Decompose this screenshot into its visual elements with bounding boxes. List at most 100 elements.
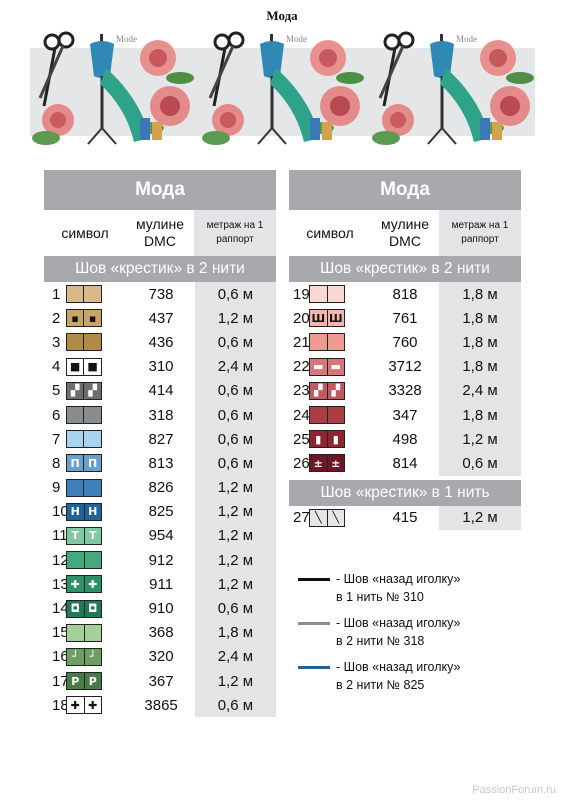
section-header: Шов «крестик» в 2 нити [289, 256, 521, 282]
page-title: Мода [266, 8, 298, 23]
backstitch-legend: - Шов «назад иголку» в 1 нить № 310 - Шо… [298, 570, 528, 702]
table-row: 25 ▮ ▮ 498 1,2 м [289, 427, 521, 452]
table-row: 20 Ш Ш 761 1,8 м [289, 306, 521, 331]
stitch-symbol-icon: T [88, 529, 97, 543]
dmc-code: 760 [392, 333, 418, 351]
color-swatch [309, 285, 345, 304]
table-title: Мода [289, 170, 521, 210]
dmc-code: 954 [148, 527, 174, 545]
table-row: 10 H H 825 1,2 м [44, 499, 276, 524]
table-row: 21 760 1,8 м [289, 330, 521, 355]
dmc-code: 912 [148, 551, 174, 569]
table-header: символ мулине DMC метраж на 1 раппорт [289, 210, 521, 256]
symbol-number: 17 [52, 672, 69, 690]
dmc-code: 436 [148, 333, 174, 351]
symbol-number: 19 [293, 285, 310, 303]
thread-length: 1,2 м [439, 505, 521, 530]
legend-item: - Шов «назад иголку» в 2 нити № 825 [298, 658, 528, 702]
thread-length: 1,2 м [439, 427, 521, 452]
line-sample-gray [298, 622, 330, 625]
stitch-symbol-icon: ✚ [70, 577, 80, 591]
stitch-symbol-icon: ╲ [314, 511, 322, 525]
stitch-symbol-icon: ▪ [88, 311, 97, 325]
table-header: символ мулине DMC метраж на 1 раппорт [44, 210, 276, 256]
thread-length: 0,6 м [194, 378, 276, 403]
thread-length: 1,2 м [194, 523, 276, 549]
line-sample-black [298, 578, 330, 581]
dmc-code: 910 [148, 600, 174, 618]
table-row: 22 ▬ ▬ 3712 1,8 м [289, 354, 521, 379]
color-swatch [309, 333, 345, 352]
table-row: 9 826 1,2 м [44, 475, 276, 500]
symbol-number: 23 [293, 382, 310, 400]
thread-length: 1,8 м [439, 330, 521, 355]
section-header-single-thread: Шов «крестик» в 1 нить [289, 479, 521, 506]
table-row: 26 ± ±814 0,6 м [289, 451, 521, 476]
column-meters: метраж на 1 раппорт [194, 210, 276, 256]
stitch-symbol-icon: ┘ [71, 650, 79, 664]
stitch-symbol-icon: ◘ [88, 602, 98, 616]
table-row: 6 318 0,6 м [44, 402, 276, 428]
color-swatch: ▞ ▞ [309, 381, 345, 400]
stitch-symbol-icon: Ш [311, 311, 326, 325]
color-swatch [65, 285, 102, 304]
scissors-icon [38, 31, 75, 107]
symbol-number: 3 [52, 333, 61, 351]
symbol-number: 4 [52, 358, 61, 376]
symbol-number: 13 [52, 575, 69, 593]
dmc-code: 415 [392, 509, 418, 527]
table-row: 8 Π Π 813 0,6 м [44, 451, 276, 476]
color-swatch [65, 430, 102, 449]
color-swatch [66, 623, 102, 642]
legend-item: - Шов «назад иголку» в 2 нити № 318 [298, 614, 528, 658]
symbol-number: 21 [293, 333, 310, 351]
table-row: 3 436 0,6 м [44, 330, 276, 355]
thread-length: 1,8 м [439, 282, 521, 307]
table-row: 27 ╲ ╲ 415 1,2 м [289, 505, 521, 530]
stitch-symbol-icon: ▞ [70, 384, 80, 398]
legend-item: - Шов «назад иголку» в 1 нить № 310 [298, 570, 528, 614]
thread-length: 0,6 м [194, 596, 276, 621]
symbol-number: 2 [52, 309, 61, 327]
stitch-symbol-icon: Ш [328, 311, 343, 325]
thread-table-left: Мода символ мулине DMC метраж на 1 раппо… [44, 170, 276, 718]
symbol-number: 24 [293, 406, 310, 424]
stitch-symbol-icon: T [71, 529, 79, 543]
thread-length: 0,6 м [194, 693, 276, 718]
legend-line1: - Шов «назад иголку» [336, 660, 461, 674]
stitch-symbol-icon: ■ [87, 360, 98, 374]
stitch-symbol-icon: ✚ [88, 698, 98, 712]
thread-length: 0,6 м [194, 402, 276, 428]
symbol-number: 12 [52, 551, 69, 569]
thread-length: 1,8 м [194, 620, 276, 645]
symbol-number: 26 [293, 454, 310, 472]
symbol-number: 20 [293, 309, 310, 327]
thread-length: 2,4 м [194, 644, 276, 669]
dmc-code: 3865 [144, 696, 178, 714]
stitch-symbol-icon: ▞ [331, 384, 340, 398]
stitch-symbol-icon: ✚ [88, 577, 98, 591]
svg-text:Mode: Mode [116, 34, 137, 44]
dmc-code: 826 [148, 479, 174, 497]
column-symbol: символ [306, 225, 354, 241]
dmc-code: 367 [148, 672, 174, 690]
thread-length: 1,8 м [439, 402, 521, 428]
thread-length: 1,8 м [439, 354, 521, 379]
color-swatch: ┘ ┘ [66, 647, 102, 666]
symbol-number: 5 [52, 382, 61, 400]
table-body-single-thread: 27 ╲ ╲ 415 1,2 м [289, 505, 521, 530]
symbol-number: 14 [52, 600, 69, 618]
symbol-number: 16 [52, 648, 69, 666]
color-swatch: ✚ ✚ [66, 575, 102, 594]
symbol-number: 10 [52, 503, 69, 521]
legend-line2: в 1 нить № 310 [336, 590, 424, 604]
color-swatch: ✚ ✚ [66, 696, 102, 715]
thread-length: 0,6 м [194, 451, 276, 476]
dmc-code: 761 [392, 309, 418, 327]
dmc-code: 347 [392, 406, 418, 424]
table-row: 1 738 0,6 м [44, 282, 276, 307]
thread-length: 0,6 м [194, 282, 276, 307]
color-swatch: ╲ ╲ [309, 508, 345, 527]
table-row: 16 ┘ ┘ 320 2,4 м [44, 644, 276, 669]
